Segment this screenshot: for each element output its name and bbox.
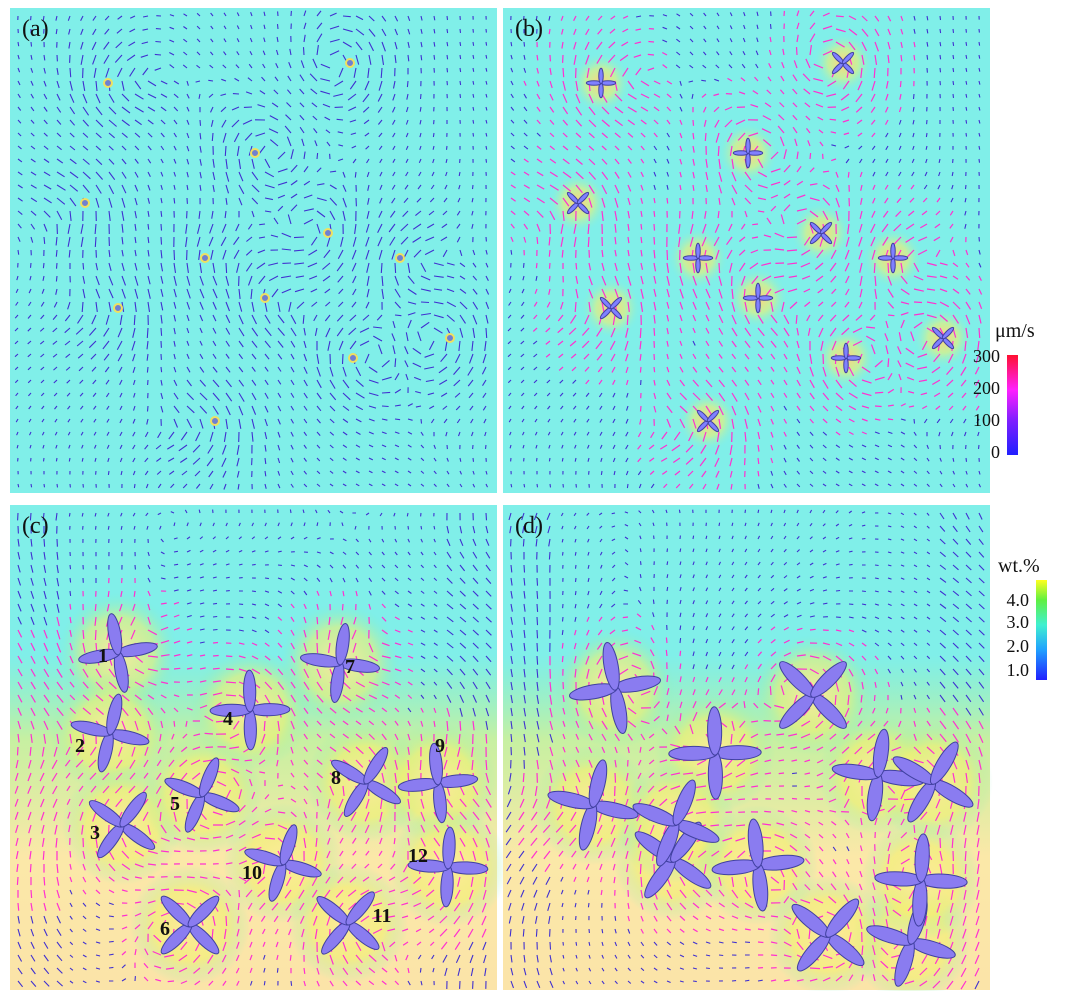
colorbar-tick: 200 [973,378,1000,398]
grain-label: 10 [242,862,262,884]
figure: (a) (b) (c) (d) μm/s 300 200 100 0 wt.% 4.0… [0,0,1069,991]
panel: (a) [10,8,497,493]
grain-label: 1 [98,645,108,667]
colorbar [1007,355,1018,455]
nucleus [349,354,357,362]
nucleus [81,199,89,207]
grain-label: 5 [170,793,180,815]
colorbar-tick: 0 [991,442,1000,462]
crystal-arm [243,670,256,712]
panels: (a) (b) (c) (d) [10,8,996,991]
nucleus [396,254,404,262]
colorbar-title: μm/s [995,320,1035,342]
nucleus [201,254,209,262]
crystal-arm [707,707,722,756]
nucleus [346,59,354,67]
crystal-arm [891,243,895,258]
crystal-arm [746,138,750,153]
nucleus [211,417,219,425]
colorbar-tick: 3.0 [1007,612,1030,632]
grain-label: 6 [160,918,170,940]
colorbar-tick: 1.0 [1007,660,1030,680]
grain-label: 9 [435,735,445,757]
nucleus [104,79,112,87]
crystal-arm [696,243,700,258]
grain-label: 2 [75,735,85,757]
panel-label: (c) [22,513,49,539]
panel-label: (b) [515,16,543,42]
colorbar-title: wt.% [998,555,1040,577]
nucleus [446,334,454,342]
nucleus [261,294,269,302]
colorbar-tick: 100 [973,410,1000,430]
colorbar-tick: 2.0 [1007,636,1030,656]
grain-label: 7 [345,656,355,678]
grain-label: 4 [223,708,233,730]
nucleus [114,304,122,312]
grain-label: 12 [408,845,428,867]
crystal-arm [844,343,848,358]
panel-label: (d) [515,513,543,539]
panel-label: (a) [22,16,49,42]
colorbar-tick: 300 [973,346,1000,366]
panel: (b) [503,8,990,493]
crystal-arm [599,68,603,83]
grain-label: 8 [331,767,341,789]
grain-label: 11 [373,905,392,927]
grain-label: 3 [90,822,100,844]
crystal-arm [756,283,760,298]
colorbar-tick: 4.0 [1007,590,1030,610]
nucleus [251,149,259,157]
panel: (d) [503,505,996,991]
colorbar [1036,580,1047,680]
nucleus [324,229,332,237]
